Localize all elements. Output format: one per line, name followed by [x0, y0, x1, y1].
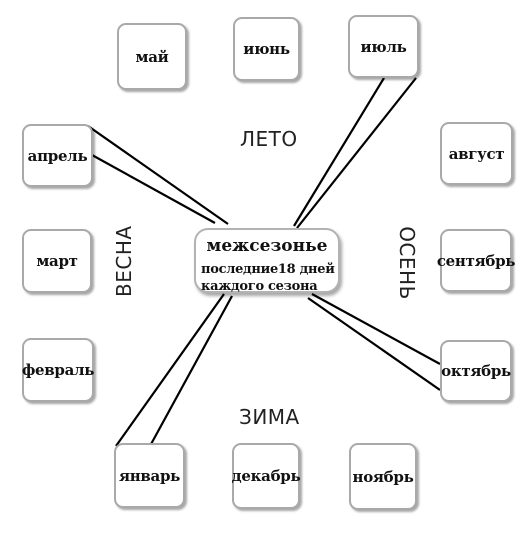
- center-offseason-box: межсезонье последние18 дней каждого сезо…: [194, 228, 341, 295]
- connector-july-right: [296, 77, 417, 229]
- center-title: межсезонье: [206, 236, 328, 256]
- month-july-label: июль: [360, 37, 407, 56]
- connector-july-left: [293, 77, 385, 227]
- month-march-label: март: [36, 252, 78, 270]
- connector-april-lower: [91, 154, 216, 224]
- month-august-label: август: [448, 144, 505, 163]
- connector-october-lower: [307, 297, 441, 391]
- center-subtitle: последние18 дней каждого сезона: [201, 261, 341, 295]
- month-june: июнь: [233, 17, 300, 81]
- season-autumn-label: ОСЕНЬ: [395, 226, 419, 300]
- center-subtitle-line1: последние18 дней: [201, 262, 335, 277]
- connector-april-upper: [87, 125, 229, 225]
- connector-january-right: [149, 295, 233, 447]
- season-summer-label: ЛЕТО: [240, 127, 298, 151]
- connector-january-left: [115, 293, 225, 447]
- connector-october-upper: [311, 293, 441, 365]
- month-january: январь: [114, 443, 185, 508]
- month-december-label: декабрь: [231, 467, 301, 485]
- month-june-label: июнь: [243, 40, 290, 58]
- month-december: декабрь: [231, 443, 301, 509]
- month-july: июль: [348, 15, 419, 78]
- month-august: август: [440, 122, 513, 185]
- month-october-label: октябрь: [441, 362, 511, 380]
- month-april: апрель: [22, 124, 93, 187]
- season-spring-label: ВЕСНА: [112, 225, 136, 297]
- center-subtitle-line2: каждого сезона: [201, 279, 318, 294]
- month-september: сентябрь: [436, 229, 516, 292]
- month-october: октябрь: [440, 340, 512, 402]
- month-april-label: апрель: [27, 146, 88, 165]
- month-february-label: февраль: [21, 361, 95, 379]
- month-march: март: [22, 229, 92, 293]
- month-january-label: январь: [118, 466, 181, 485]
- month-february: февраль: [22, 338, 94, 402]
- month-november: ноябрь: [349, 443, 417, 510]
- month-may-label: май: [135, 47, 169, 66]
- month-may: май: [117, 23, 187, 90]
- month-november-label: ноябрь: [352, 467, 414, 486]
- month-september-label: сентябрь: [436, 251, 516, 270]
- season-winter-label: ЗИМА: [239, 405, 300, 429]
